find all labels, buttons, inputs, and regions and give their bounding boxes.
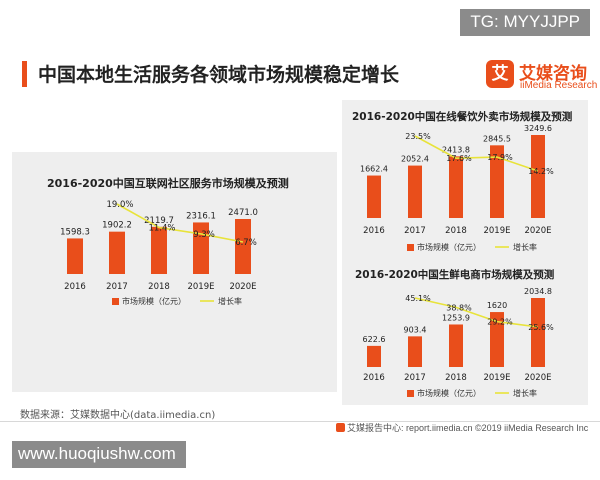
growth-value-label: 17.6% [446, 154, 472, 163]
category-label: 2020E [524, 226, 551, 236]
category-label: 2020E [524, 373, 551, 383]
growth-value-label: 11.4% [148, 223, 175, 233]
category-label: 2016 [64, 282, 86, 292]
chart-fresh-ecommerce: 2016-2020中国生鲜电商市场规模及预测 622.6 2016 903.4 2017… [355, 268, 554, 398]
category-label: 2017 [106, 282, 128, 292]
bar-value-label: 2845.5 [483, 134, 511, 143]
category-label: 2019E [483, 373, 510, 383]
bar-value-label: 2034.8 [524, 287, 552, 296]
legend-line-label: 增长率 [513, 388, 537, 398]
footer-note: 艾媒报告中心: report.iimedia.cn ©2019 iiMedia … [336, 421, 588, 434]
tg-badge: TG: MYYJJPP [460, 9, 590, 36]
category-label: 2018 [445, 373, 467, 383]
legend-bar-swatch [112, 298, 119, 305]
bar-value-label: 2052.4 [401, 155, 429, 164]
bar-value-label: 1620 [487, 301, 507, 310]
chart-title: 2016-2020中国互联网社区服务市场规模及预测 [47, 176, 289, 190]
growth-value-label: 29.2% [487, 318, 513, 327]
chart-bar [408, 336, 422, 367]
watermark: www.huoqiushw.com [12, 441, 186, 468]
growth-line [414, 297, 539, 328]
growth-value-label: 25.6% [528, 323, 554, 332]
bar-value-label: 1598.3 [60, 227, 90, 237]
category-label: 2017 [404, 226, 426, 236]
chart-bar [109, 231, 125, 274]
growth-value-label: 45.1% [405, 294, 431, 303]
chart-bar [235, 219, 251, 274]
chart-title: 2016-2020中国生鲜电商市场规模及预测 [355, 268, 554, 281]
bar-value-label: 3249.6 [524, 124, 552, 133]
growth-value-label: 14.2% [528, 167, 554, 176]
page-title: 中国本地生活服务各领域市场规模稳定增长 [38, 64, 400, 86]
title-accent-bar [22, 61, 27, 87]
chart-bar [151, 226, 167, 274]
bar-value-label: 1902.2 [102, 221, 132, 231]
legend-line-label: 增长率 [513, 242, 537, 252]
chart-title: 2016-2020中国在线餐饮外卖市场规模及预测 [352, 110, 572, 123]
bar-value-label: 903.4 [404, 325, 427, 334]
chart-bar [67, 238, 83, 274]
footer-text: 艾媒报告中心: report.iimedia.cn ©2019 iiMedia … [347, 423, 589, 433]
growth-value-label: 23.5% [405, 132, 431, 141]
bar-value-label: 2413.8 [442, 145, 470, 154]
legend-bar-label: 市场规模（亿元） [122, 296, 186, 306]
brand-sub: iiMedia Research [520, 80, 598, 91]
chart-bar [490, 312, 504, 367]
legend-bar-label: 市场规模（亿元） [417, 388, 481, 398]
legend-bar-swatch [407, 244, 414, 251]
footer-divider [0, 421, 600, 422]
growth-line [414, 135, 539, 172]
legend-line-label: 增长率 [218, 296, 242, 306]
chart-food-delivery: 2016-2020中国在线餐饮外卖市场规模及预测 1662.4 2016 2052.4… [352, 110, 572, 252]
bar-value-label: 2119.7 [144, 216, 174, 226]
chart-bar [408, 165, 422, 218]
category-label: 2018 [445, 226, 467, 236]
bar-value-label: 1662.4 [360, 165, 388, 174]
chart-bar [531, 298, 545, 367]
category-label: 2019E [187, 282, 214, 292]
bar-value-label: 2471.0 [228, 208, 258, 218]
bar-value-label: 622.6 [363, 335, 386, 344]
chart-bar [449, 156, 463, 218]
chart-bar [367, 175, 381, 218]
legend-bar-swatch [407, 390, 414, 397]
bar-value-label: 1253.9 [442, 313, 470, 322]
growth-value-label: 19.0% [106, 200, 133, 210]
category-label: 2019E [483, 226, 510, 236]
chart-panel-food-delivery: 2016-2020中国在线餐饮外卖市场规模及预测 1662.4 2016 2052.4… [342, 100, 588, 265]
brand-logo-icon: 艾 [486, 60, 514, 88]
bar-value-label: 2316.1 [186, 211, 216, 221]
category-label: 2017 [404, 373, 426, 383]
chart-bar [449, 324, 463, 367]
footer-logo-icon [336, 423, 345, 432]
category-label: 2020E [229, 282, 256, 292]
category-label: 2018 [148, 282, 170, 292]
growth-line [116, 203, 244, 243]
brand-name: 艾媒咨询 [519, 64, 587, 84]
growth-value-label: 38.8% [446, 303, 472, 312]
growth-value-label: 9.3% [193, 230, 215, 240]
chart-panel-fresh-ecommerce: 2016-2020中国生鲜电商市场规模及预测 622.6 2016 903.4 2017… [342, 265, 588, 405]
category-label: 2016 [363, 226, 385, 236]
chart-bar [531, 135, 545, 218]
legend-bar-label: 市场规模（亿元） [417, 242, 481, 252]
chart-bar [367, 345, 381, 367]
growth-value-label: 6.7% [235, 238, 257, 248]
chart-panel-community: 2016-2020中国互联网社区服务市场规模及预测 1598.3 2016 1902.… [12, 152, 337, 392]
growth-value-label: 17.9% [487, 153, 513, 162]
source-note: 数据来源：艾媒数据中心(data.iimedia.cn) [20, 410, 216, 421]
chart-bar [490, 145, 504, 218]
chart-community-services: 2016-2020中国互联网社区服务市场规模及预测 1598.3 2016 1902.… [47, 176, 289, 306]
category-label: 2016 [363, 373, 385, 383]
